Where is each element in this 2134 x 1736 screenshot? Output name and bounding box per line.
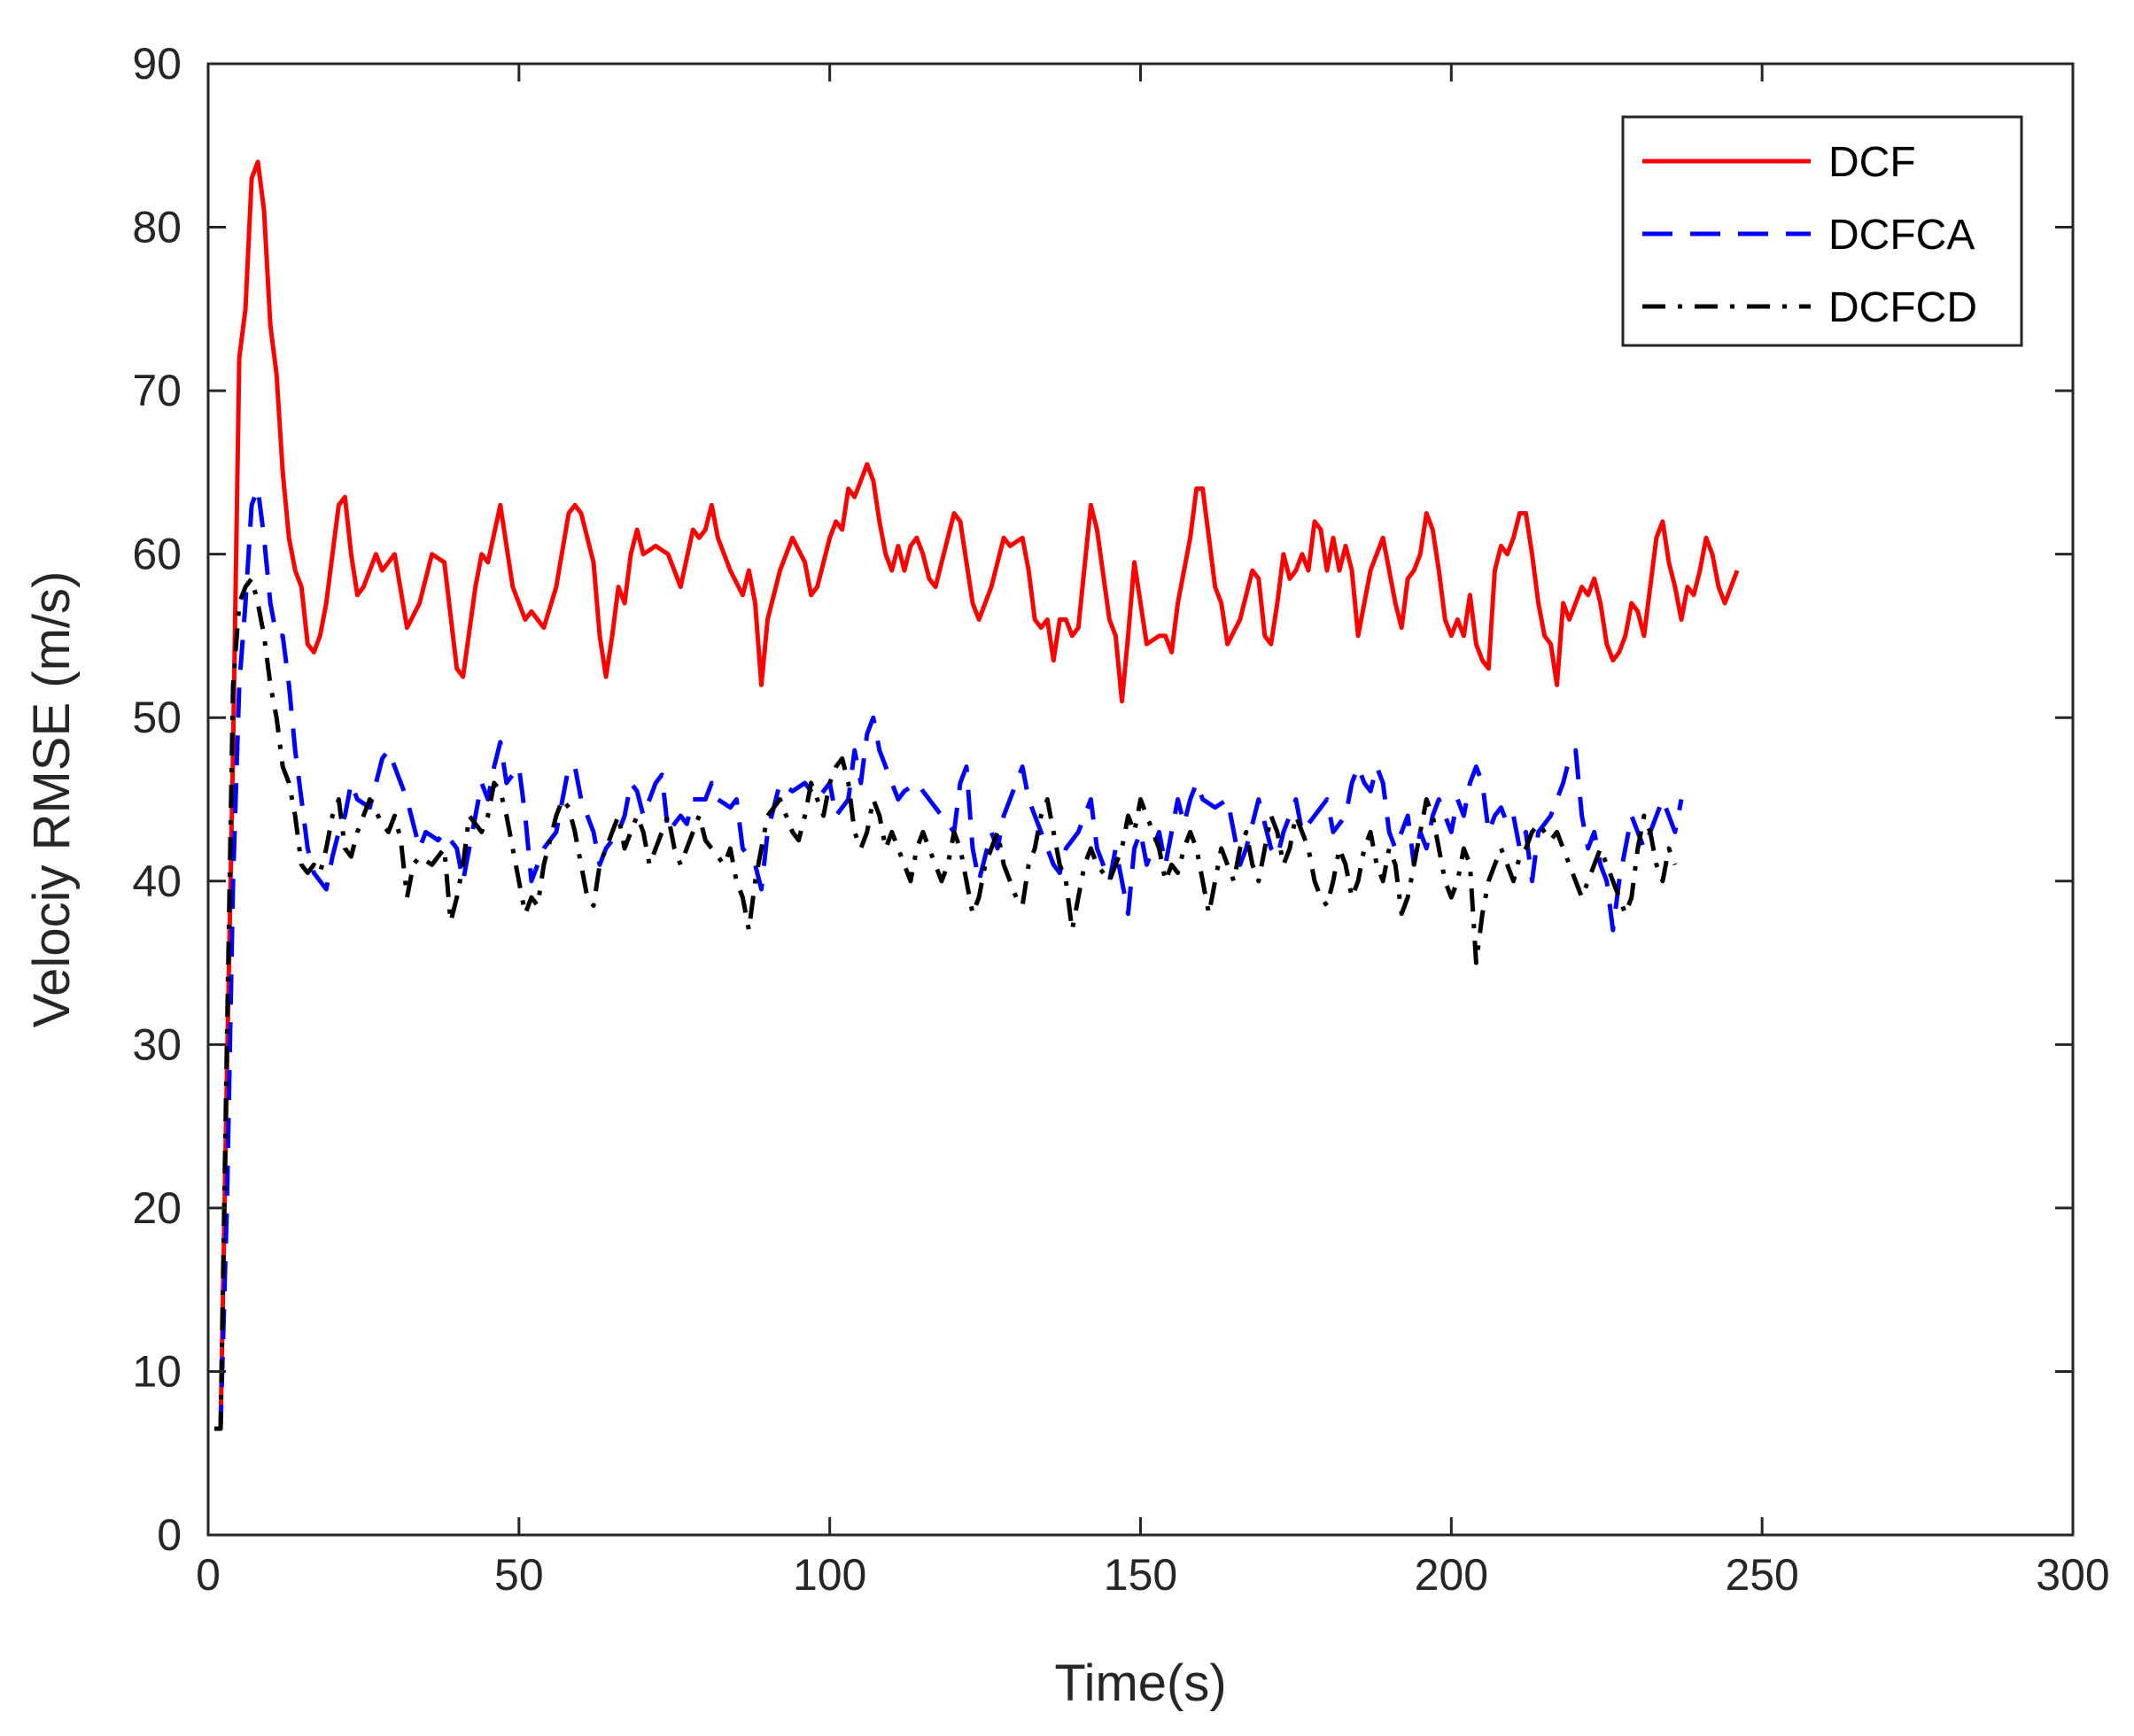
y-tick-label: 50 — [132, 693, 182, 742]
series-line-dcfcd — [214, 576, 1678, 1431]
plot-frame — [206, 62, 2075, 1537]
series-line-dcfca — [214, 486, 1684, 1431]
x-tick-label: 200 — [1415, 1550, 1488, 1600]
y-tick-label: 20 — [132, 1183, 182, 1233]
legend-label-dcfca: DCFCA — [1828, 212, 1975, 259]
series-layer — [214, 159, 1740, 1431]
x-tick-label: 100 — [793, 1550, 866, 1600]
y-tick-label: 70 — [132, 366, 182, 415]
series-line-dcf — [214, 159, 1740, 1431]
x-tick-label: 150 — [1104, 1550, 1177, 1600]
y-tick-label: 0 — [157, 1510, 182, 1560]
x-axis-label: Time(s) — [1054, 1655, 1226, 1712]
ticks-layer: 0 50 100 150 200 250 300 0 10 20 30 40 50 60 70 80 90 — [132, 39, 2109, 1600]
y-tick-label: 30 — [132, 1019, 182, 1069]
legend-label-dcf: DCF — [1828, 139, 1916, 186]
x-tick-label: 250 — [1725, 1550, 1798, 1600]
legend: DCF DCFCA DCFCD — [1621, 115, 2023, 347]
y-tick-label: 40 — [132, 856, 182, 906]
x-tick-label: 300 — [2036, 1550, 2109, 1600]
y-tick-label: 80 — [132, 203, 182, 252]
legend-label-dcfcd: DCFCD — [1828, 284, 1977, 331]
y-tick-label: 60 — [132, 530, 182, 579]
y-tick-label: 10 — [132, 1346, 182, 1396]
x-tick-label: 0 — [196, 1550, 221, 1600]
y-tick-label: 90 — [132, 39, 182, 89]
legend-box — [1621, 115, 2023, 347]
x-tick-label: 50 — [494, 1550, 544, 1600]
y-axis-label: Velociy RMSE (m/s) — [23, 571, 81, 1028]
